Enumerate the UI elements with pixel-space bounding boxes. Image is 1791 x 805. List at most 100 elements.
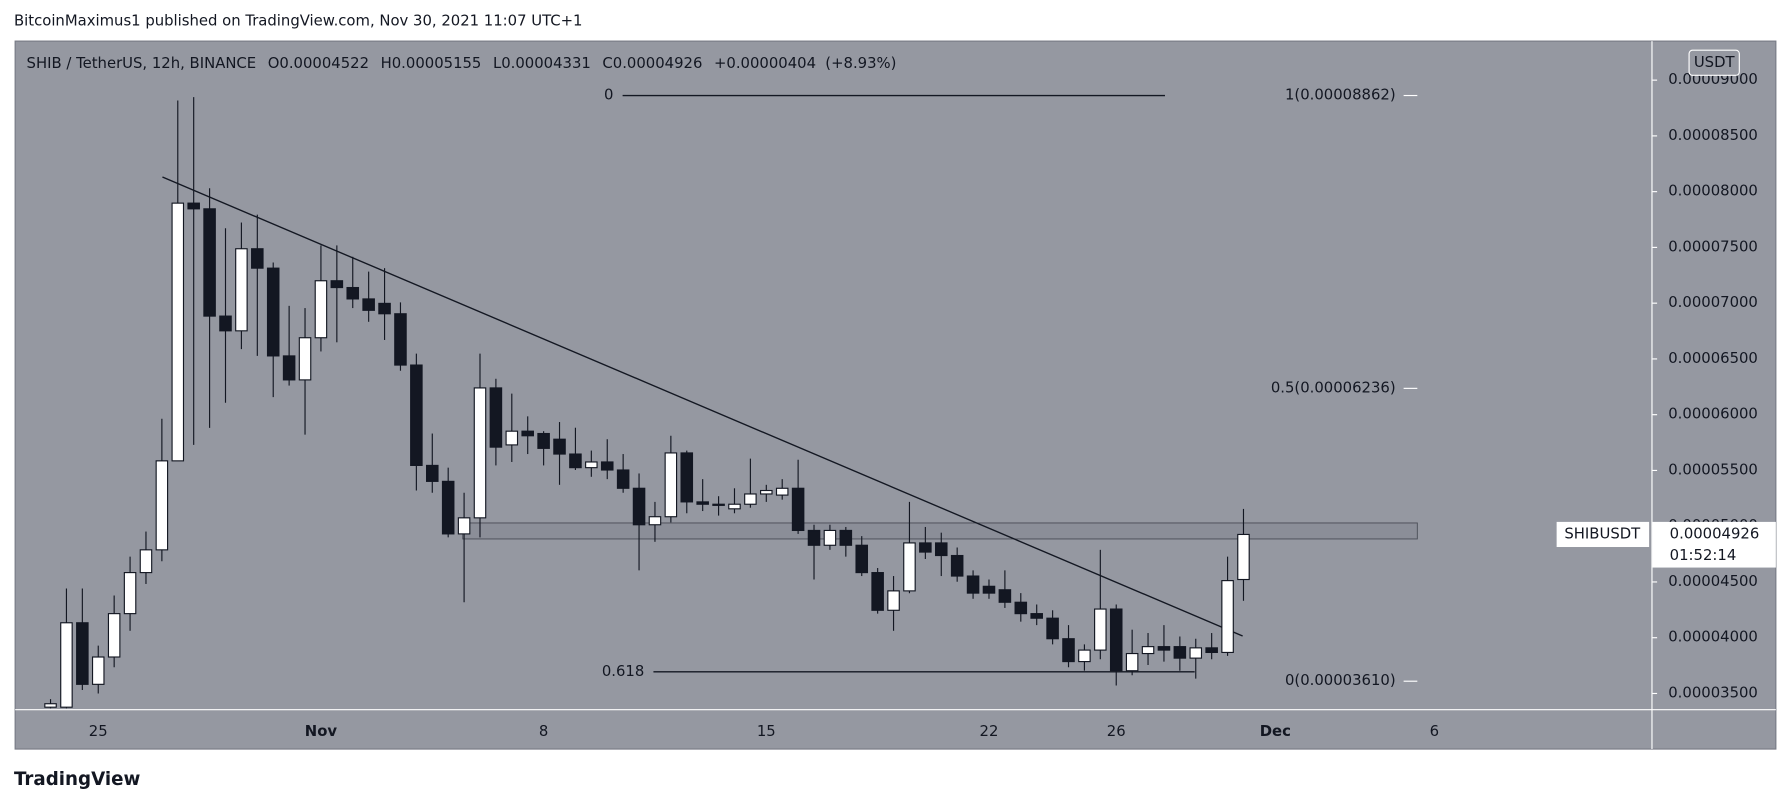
candle-body	[219, 315, 232, 332]
candle-body	[282, 355, 296, 381]
candle-body	[91, 656, 105, 685]
unit-box	[1688, 49, 1740, 76]
annotation-label: 0	[604, 87, 613, 104]
candle-body	[966, 575, 980, 594]
x-tick-label: 15	[757, 723, 776, 740]
legend: SHIB / TetherUS, 12h, BINANCE O0.0000452…	[27, 55, 897, 72]
candle-body	[314, 280, 328, 339]
candle-body	[1157, 646, 1171, 651]
legend-letter: L	[493, 55, 502, 72]
candle-body	[251, 248, 264, 269]
candle-body	[839, 529, 853, 546]
candle-body	[1046, 617, 1059, 640]
unit-label: USDT	[1694, 54, 1736, 71]
candle-body	[903, 542, 916, 592]
candle-body	[871, 572, 884, 611]
candle-body	[1109, 608, 1123, 672]
y-tick-label: 0.00005500	[1668, 461, 1758, 478]
candle-body	[744, 493, 757, 505]
candle-body	[139, 549, 153, 574]
candle-body	[791, 487, 805, 532]
legend-letter: H	[381, 55, 392, 72]
trend-line	[162, 176, 1243, 637]
header: BitcoinMaximus1 published on TradingView…	[14, 13, 583, 30]
candle-body	[616, 469, 630, 489]
candle-body	[1221, 580, 1234, 654]
candle-body	[934, 542, 948, 557]
candle-body	[505, 430, 519, 446]
legend-title: SHIB / TetherUS, 12h, BINANCE	[27, 55, 257, 72]
candle-body	[1141, 646, 1155, 655]
candle-body	[266, 267, 280, 357]
candle-body	[887, 590, 900, 611]
legend-letter: C	[602, 55, 612, 72]
candles	[44, 97, 1250, 709]
axes: 0.000035000.000040000.000045000.00005000…	[89, 71, 1758, 740]
candle-body	[553, 438, 566, 455]
candle-body	[982, 585, 996, 594]
candle-body	[378, 302, 391, 315]
symbol-label: SHIBUSDT	[1564, 525, 1641, 542]
candle-body	[362, 298, 375, 311]
price-box	[1652, 521, 1776, 568]
x-tick-label: Dec	[1260, 723, 1291, 740]
symbol-box	[1556, 521, 1650, 548]
fib-label: 1(0.00008862)	[1285, 87, 1396, 104]
candle-body	[203, 208, 216, 317]
candle-body	[919, 542, 932, 553]
fib-label: 0.5(0.00006236)	[1271, 379, 1396, 396]
x-tick-label: 8	[539, 723, 548, 740]
candle-body	[235, 248, 248, 332]
candle-body	[489, 387, 503, 448]
candle-body	[346, 286, 360, 300]
candle-body	[950, 554, 964, 577]
candle-body	[855, 544, 869, 574]
candle-body	[807, 529, 821, 546]
countdown-label: 01:52:14	[1670, 547, 1737, 564]
candle-body	[1189, 647, 1203, 659]
legend-change-pct: (+8.93%)	[825, 55, 896, 72]
candle-body	[76, 622, 89, 685]
y-tick-label: 0.00008000	[1668, 183, 1758, 200]
y-tick-label: 0.00006000	[1668, 406, 1758, 423]
annotation-label: 0.618	[602, 663, 644, 680]
x-tick-label: 6	[1430, 723, 1439, 740]
candle-body	[330, 280, 344, 289]
candle-body	[123, 572, 137, 615]
candle-body	[171, 202, 185, 462]
candle-body	[1237, 533, 1250, 581]
candle-body	[521, 430, 534, 437]
legend-value: 0.00004522	[279, 55, 369, 72]
candle-body	[1030, 613, 1043, 619]
resistance-zone	[462, 522, 1418, 540]
candle-body	[585, 461, 598, 469]
candle-body	[1078, 649, 1091, 663]
candle-body	[1125, 652, 1139, 672]
candle-body	[394, 313, 407, 366]
candle-body	[457, 517, 471, 535]
chart-area	[14, 40, 1777, 750]
legend-value: 0.00004926	[613, 55, 703, 72]
candle-body	[1062, 638, 1075, 663]
candle-body	[648, 516, 662, 526]
x-tick-label: 22	[980, 723, 999, 740]
candle-body	[696, 501, 709, 505]
candle-body	[44, 703, 57, 708]
overlay: 1(0.00008862) 0.5(0.00006236) 0(0.00003610…	[602, 49, 1776, 689]
candle-body	[441, 480, 455, 535]
price-label: 0.00004926	[1670, 525, 1760, 542]
candle-body	[712, 503, 725, 506]
legend-value: 0.00005155	[392, 55, 482, 72]
drawings	[162, 176, 1418, 637]
y-tick-label: 0.00006500	[1668, 350, 1758, 367]
candle-body	[1205, 647, 1218, 654]
candle-body	[728, 503, 741, 510]
candle-body	[107, 613, 121, 658]
candle-body	[775, 487, 789, 496]
y-tick-label: 0.00007500	[1668, 238, 1758, 255]
candle-body	[569, 453, 582, 469]
candle-body	[680, 452, 694, 503]
candle-body	[823, 529, 837, 546]
